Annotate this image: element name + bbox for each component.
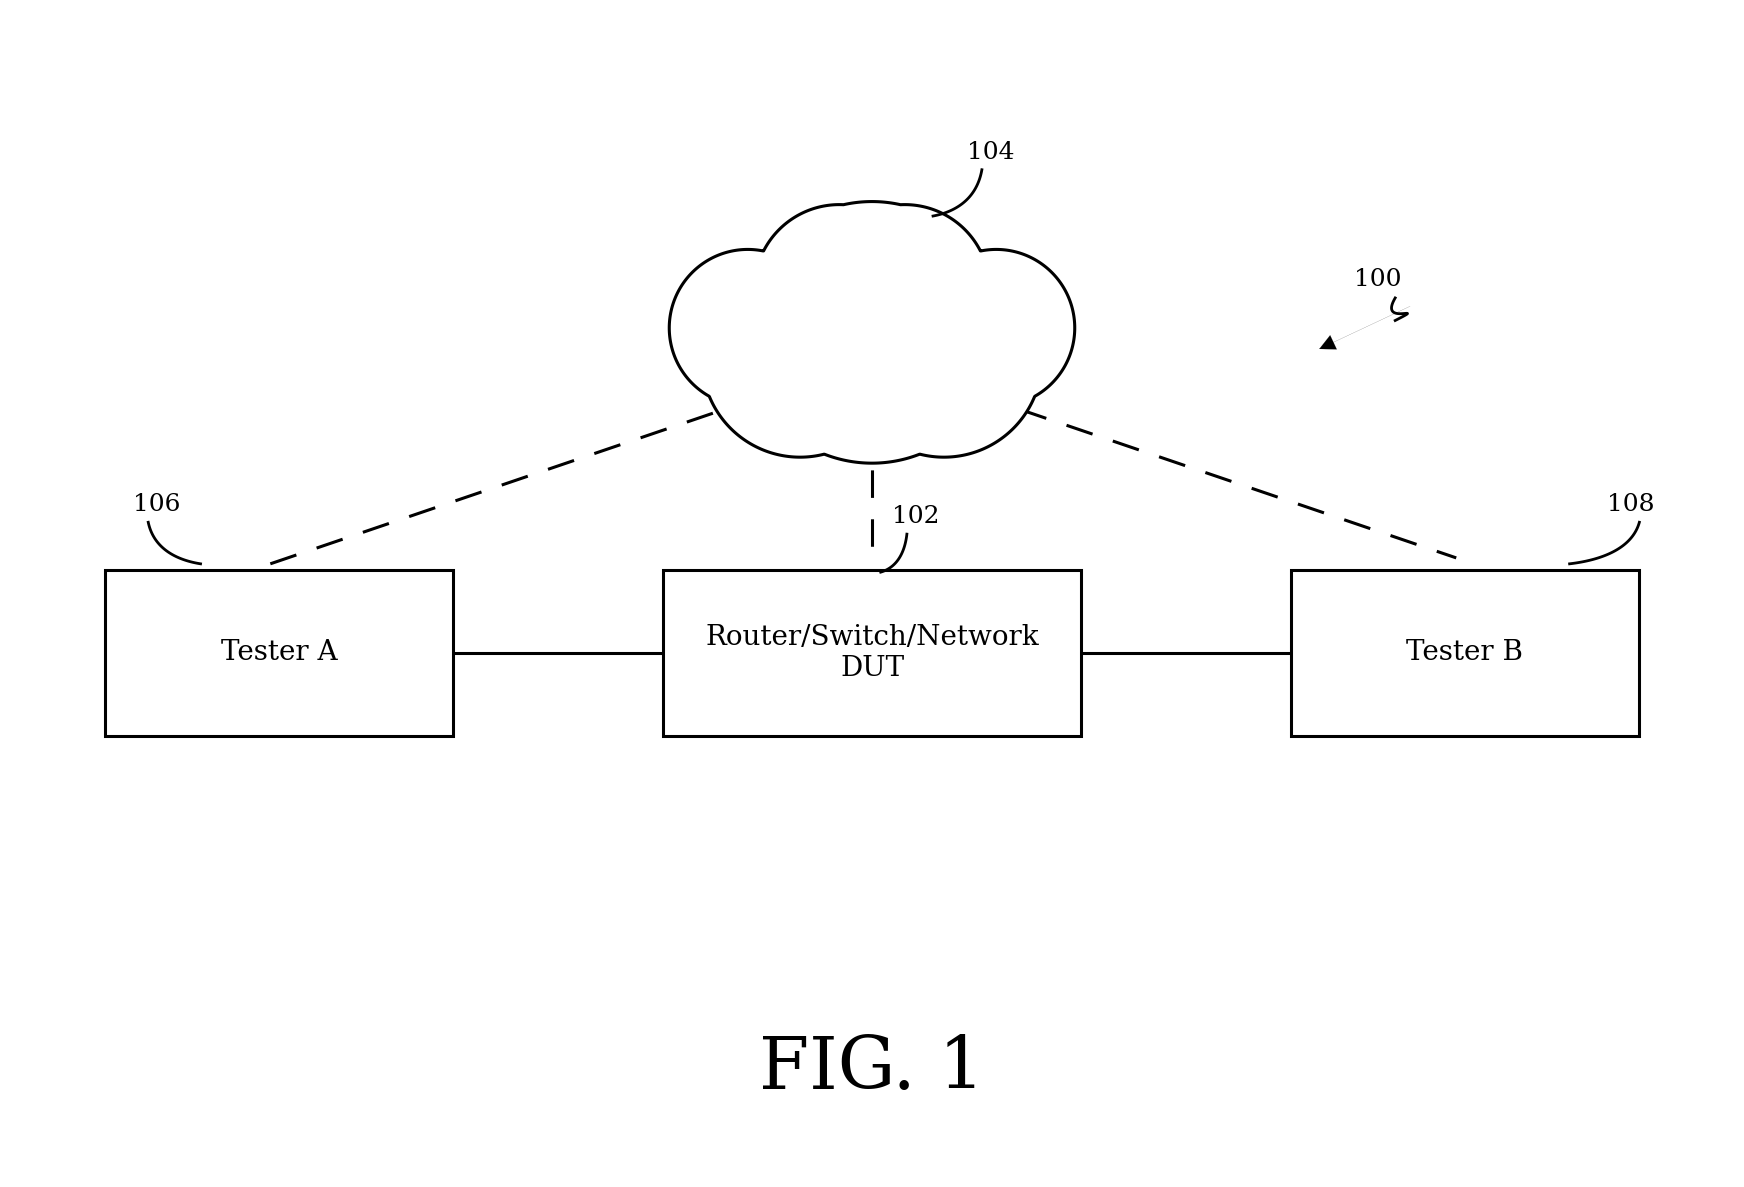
FancyBboxPatch shape [105, 570, 453, 736]
Text: Router/Switch/Network
DUT: Router/Switch/Network DUT [705, 623, 1039, 683]
Text: Tester A: Tester A [221, 640, 337, 666]
Text: 100: 100 [1353, 268, 1402, 291]
Text: FIG. 1: FIG. 1 [759, 1033, 985, 1104]
FancyBboxPatch shape [663, 570, 1081, 736]
Text: 104: 104 [966, 141, 1015, 164]
Text: 108: 108 [1606, 494, 1655, 516]
Text: 106: 106 [133, 494, 181, 516]
FancyBboxPatch shape [1291, 570, 1639, 736]
Text: Tester B: Tester B [1406, 640, 1524, 666]
Text: 102: 102 [891, 506, 940, 528]
